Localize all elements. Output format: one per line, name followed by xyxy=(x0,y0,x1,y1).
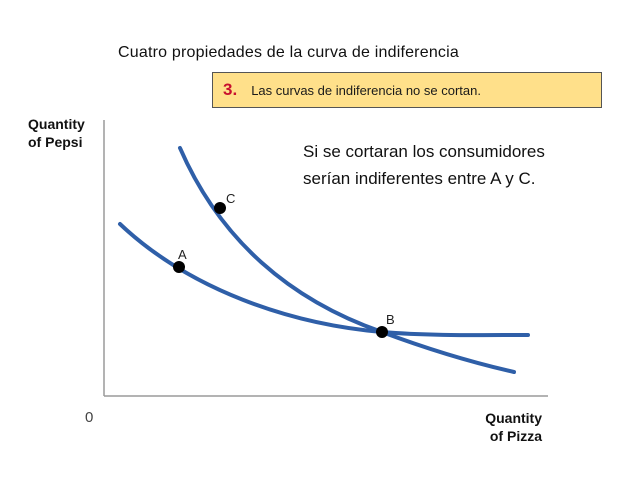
y-axis-title-line1: Quantity xyxy=(28,116,85,132)
property-callout-box: 3. Las curvas de indiferencia no se cort… xyxy=(212,72,602,108)
explanation-note: Si se cortaran los consumidores serían i… xyxy=(303,138,545,192)
point-c-marker xyxy=(214,202,226,214)
x-axis-title: Quantity of Pizza xyxy=(470,409,542,445)
point-b-marker xyxy=(376,326,388,338)
y-axis-title-line2: of Pepsi xyxy=(28,134,83,150)
point-b-label: B xyxy=(386,312,395,327)
point-a-marker xyxy=(173,261,185,273)
point-c-label: C xyxy=(226,191,235,206)
x-axis-title-line2: of Pizza xyxy=(489,428,542,444)
origin-label: 0 xyxy=(85,409,94,426)
explanation-line2: serían indiferentes entre A y C. xyxy=(303,169,536,188)
slide-title: Cuatro propiedades de la curva de indife… xyxy=(118,44,459,61)
property-number: 3. xyxy=(223,80,238,99)
explanation-line1: Si se cortaran los consumidores xyxy=(303,142,545,161)
point-a-label: A xyxy=(178,247,187,262)
property-text: Las curvas de indiferencia no se cortan. xyxy=(251,82,481,98)
indifference-curve-ab xyxy=(118,222,530,338)
y-axis-title: Quantity of Pepsi xyxy=(28,115,85,151)
x-axis-title-line1: Quantity xyxy=(485,410,542,426)
indifference-curve-cb xyxy=(178,146,516,374)
